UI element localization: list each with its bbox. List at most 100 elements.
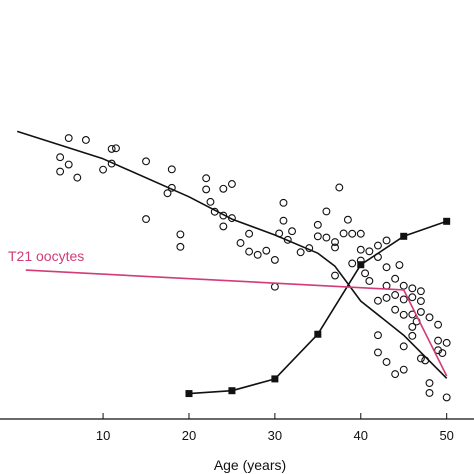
scatter-point	[322, 207, 331, 216]
dsc-square-marker	[228, 387, 236, 395]
scatter-point	[395, 261, 404, 269]
scatter-point	[279, 198, 288, 207]
x-tick-label: 20	[182, 428, 196, 443]
scatter-point	[343, 215, 352, 224]
scatter-point	[331, 271, 339, 280]
scatter-point	[296, 248, 305, 257]
scatter-point	[425, 388, 434, 397]
scatter-point	[382, 263, 391, 272]
scatter-point	[202, 185, 211, 194]
scatter-point	[416, 354, 425, 363]
scatter-point	[288, 227, 297, 236]
scatter-point	[348, 229, 357, 238]
scatter-point	[313, 220, 322, 229]
scatter-point	[399, 342, 408, 351]
scatter-point	[339, 229, 348, 238]
x-tick-label: 30	[268, 428, 282, 443]
dsc-square-marker	[185, 390, 193, 398]
scatter-point	[408, 293, 417, 302]
scatter-point	[64, 134, 73, 143]
dsc-square-marker	[443, 217, 451, 225]
scatter-point	[356, 229, 365, 238]
scatter-point	[361, 269, 370, 278]
x-axis-title: Age (years)	[214, 457, 286, 473]
dsc-square-marker	[400, 232, 408, 240]
scatter-point	[73, 173, 82, 182]
scatter-point	[331, 238, 339, 247]
scatter-point	[382, 236, 391, 245]
scatter-point	[81, 136, 90, 144]
scatter-point	[245, 247, 254, 256]
scatter-point	[112, 144, 120, 153]
x-tick-label: 50	[439, 428, 453, 443]
scatter-point	[56, 167, 65, 176]
scatter-point	[313, 232, 322, 241]
t21-oocytes-line	[25, 269, 448, 377]
scatter-point	[442, 338, 451, 347]
scatter-point	[270, 282, 279, 291]
scatter-point	[399, 281, 408, 290]
scatter-point	[382, 358, 391, 366]
scatter-point	[206, 197, 215, 206]
dsc-square-marker	[357, 261, 365, 269]
decline-trend-line	[16, 130, 448, 379]
scatter-point	[434, 320, 443, 329]
dsc-square-marker	[314, 330, 322, 338]
x-axis-ticks: 10 20 30 40 50	[96, 413, 454, 443]
scatter-point	[374, 241, 382, 250]
scatter-point	[335, 183, 344, 192]
scatter-point	[202, 174, 211, 183]
dsc-line	[188, 220, 447, 395]
scatter-point	[270, 255, 279, 264]
scatter-point	[391, 274, 400, 283]
scatter-point	[167, 165, 176, 174]
scatter-point	[416, 287, 425, 296]
scatter-point	[253, 250, 262, 259]
scatter-point	[374, 348, 382, 357]
scatter-point	[374, 331, 382, 340]
scatter-point	[142, 157, 150, 166]
x-tick-label: 40	[354, 428, 368, 443]
scatter-point	[399, 295, 408, 304]
scatter-point	[434, 336, 443, 345]
scatter-point	[331, 243, 339, 252]
scatter-point	[408, 331, 417, 340]
x-tick-label: 10	[96, 428, 110, 443]
scatter-point	[107, 144, 116, 153]
scatter-point	[176, 230, 185, 239]
scatter-point	[399, 365, 408, 374]
scatter-point	[56, 153, 65, 162]
scatter-point	[391, 370, 400, 379]
t21-series-label: T21 oocytes	[8, 248, 84, 264]
scatter-point	[374, 296, 382, 305]
scatter-point	[408, 322, 417, 331]
scatter-point	[262, 246, 271, 255]
scatter-points	[56, 134, 451, 402]
scatter-point	[425, 379, 434, 387]
scatter-point	[245, 229, 254, 238]
scatter-point	[348, 259, 357, 268]
scatter-point	[382, 293, 391, 302]
series-markers	[185, 217, 451, 398]
scatter-point	[219, 222, 228, 231]
scatter-point	[438, 349, 447, 358]
scatter-point	[279, 216, 288, 225]
scatter-point	[227, 180, 236, 188]
scatter-point	[176, 242, 185, 251]
scatter-point	[399, 310, 408, 319]
scatter-point	[416, 297, 425, 306]
scatter-point	[408, 284, 417, 293]
scatter-point	[236, 239, 245, 247]
series-labels: DSCT21 oocytes	[8, 248, 84, 264]
scatter-point	[442, 393, 451, 402]
scatter-point	[163, 189, 172, 198]
scatter-point	[219, 184, 228, 193]
scatter-point	[391, 291, 400, 299]
scatter-point	[365, 277, 374, 285]
scatter-point	[391, 305, 400, 314]
scatter-point	[365, 247, 374, 256]
dsc-square-marker	[271, 375, 279, 383]
scatter-point	[64, 160, 73, 169]
scatter-point	[356, 245, 365, 254]
